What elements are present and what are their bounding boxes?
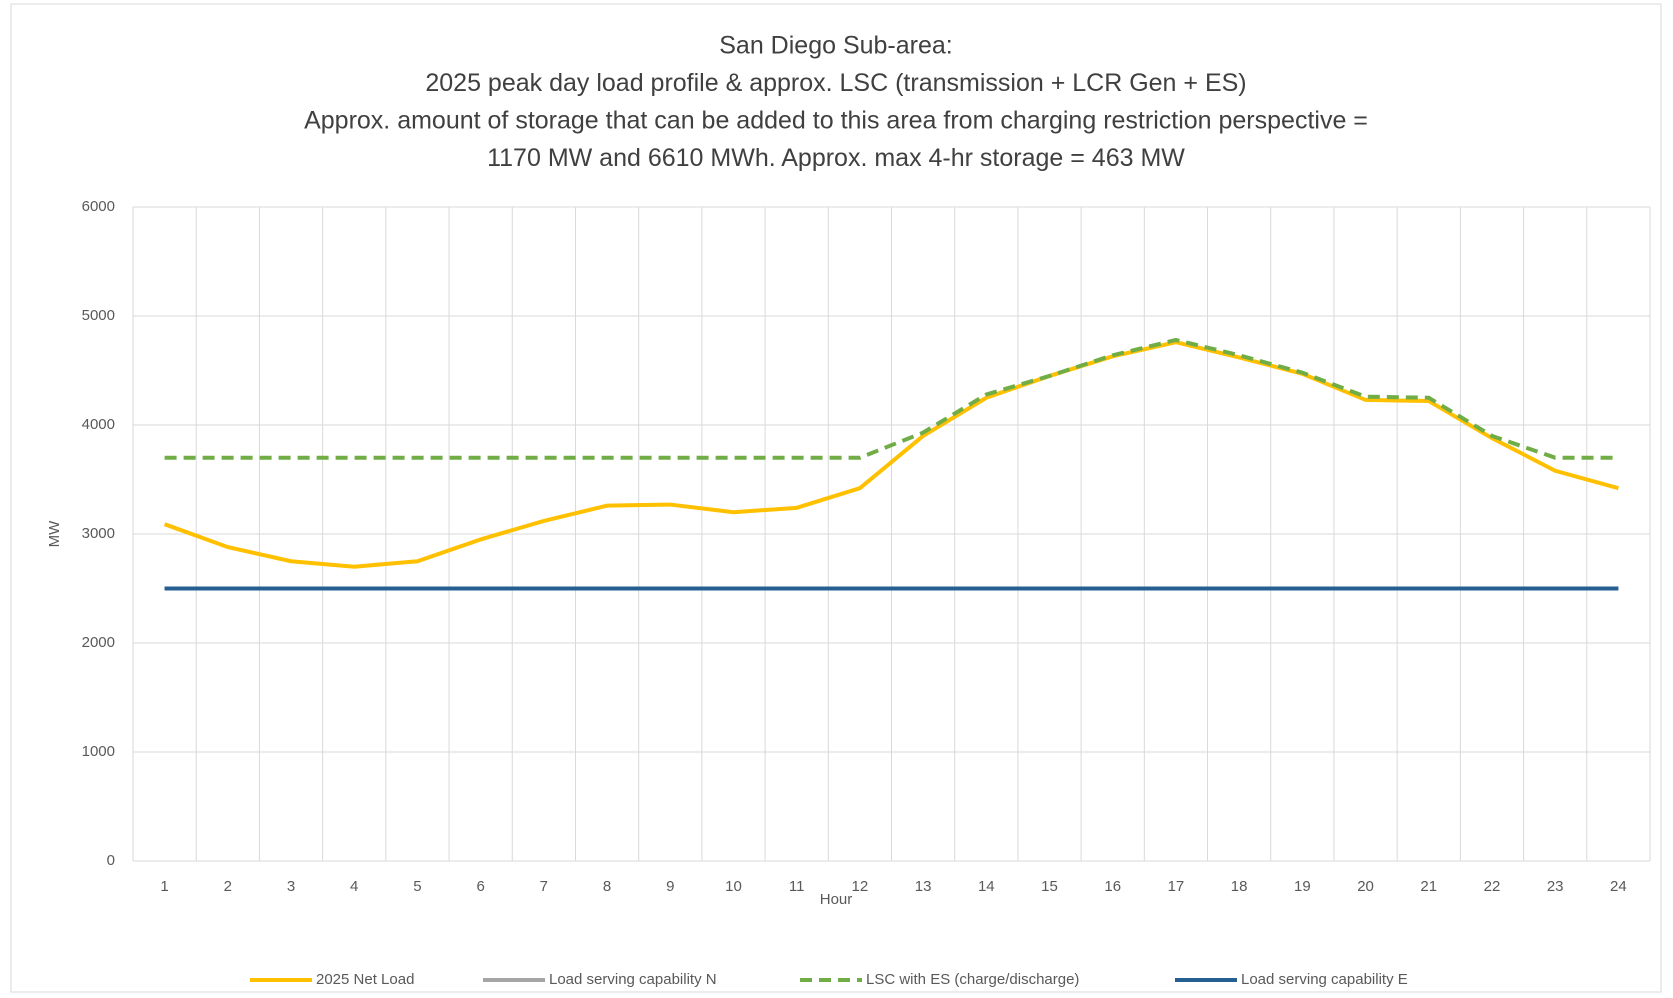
- x-axis-label: Hour: [820, 891, 853, 908]
- x-tick-label: 7: [540, 878, 548, 895]
- y-tick-label: 0: [107, 852, 115, 869]
- chart-title: San Diego Sub-area:: [719, 32, 952, 60]
- y-axis-label: MW: [46, 520, 63, 547]
- x-tick-label: 11: [789, 878, 805, 895]
- x-tick-label: 14: [978, 878, 995, 895]
- x-tick-label: 20: [1357, 878, 1374, 895]
- x-tick-label: 21: [1420, 878, 1437, 895]
- x-tick-label: 4: [350, 878, 358, 895]
- x-tick-label: 15: [1041, 878, 1058, 895]
- x-tick-label: 10: [725, 878, 742, 895]
- y-tick-label: 3000: [82, 525, 115, 542]
- x-tick-label: 5: [413, 878, 421, 895]
- legend-label: 2025 Net Load: [316, 971, 414, 988]
- legend-label: LSC with ES (charge/discharge): [866, 971, 1079, 988]
- y-tick-label: 4000: [82, 416, 115, 433]
- y-tick-label: 1000: [82, 743, 115, 760]
- x-tick-label: 2: [224, 878, 232, 895]
- x-tick-label: 6: [476, 878, 484, 895]
- x-tick-label: 12: [852, 878, 869, 895]
- y-tick-label: 6000: [82, 198, 115, 215]
- x-tick-label: 22: [1484, 878, 1501, 895]
- x-tick-label: 9: [666, 878, 674, 895]
- series-line: [163, 340, 1619, 569]
- x-tick-label: 19: [1294, 878, 1311, 895]
- x-tick-label: 1: [160, 878, 168, 895]
- x-tick-label: 16: [1104, 878, 1121, 895]
- legend-label: Load serving capability N: [549, 971, 717, 988]
- x-tick-label: 18: [1231, 878, 1248, 895]
- x-tick-label: 24: [1610, 878, 1627, 895]
- x-tick-label: 8: [603, 878, 611, 895]
- chart-title: Approx. amount of storage that can be ad…: [304, 107, 1368, 135]
- chart-title: 1170 MW and 6610 MWh. Approx. max 4-hr s…: [487, 144, 1185, 172]
- x-tick-label: 3: [287, 878, 295, 895]
- y-tick-label: 5000: [82, 307, 115, 324]
- series-line: [164, 337, 1619, 460]
- chart-title: 2025 peak day load profile & approx. LSC…: [425, 69, 1246, 97]
- x-tick-label: 23: [1547, 878, 1564, 895]
- x-tick-label: 13: [915, 878, 932, 895]
- y-tick-label: 2000: [82, 634, 115, 651]
- chart-frame: [10, 3, 1662, 993]
- x-tick-label: 17: [1168, 878, 1185, 895]
- legend-label: Load serving capability E: [1241, 971, 1408, 988]
